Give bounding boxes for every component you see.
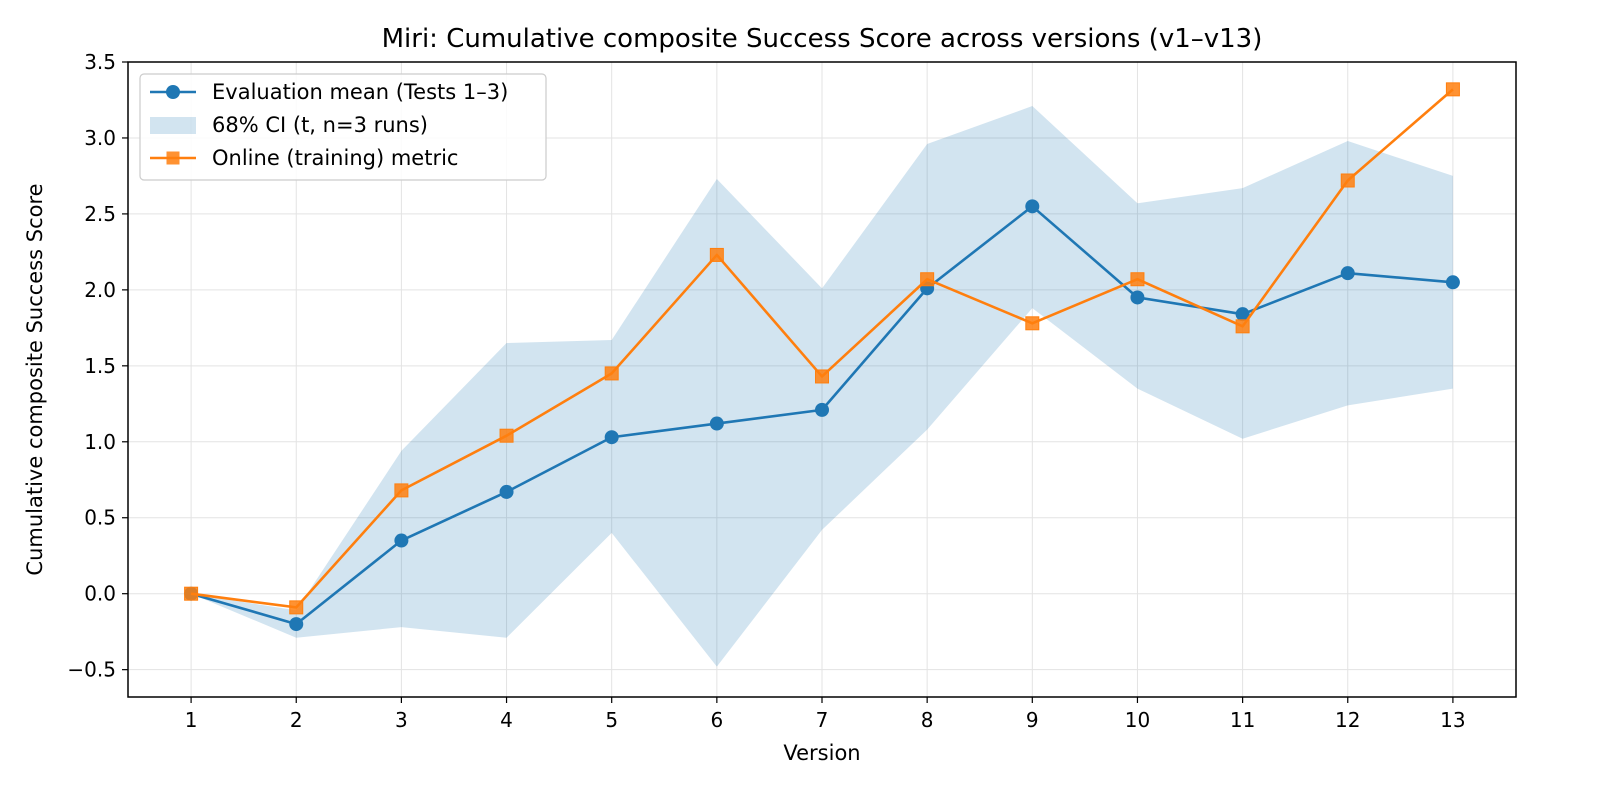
data-point-square	[289, 600, 304, 615]
data-point-circle	[1445, 275, 1460, 290]
data-point-circle	[1025, 199, 1040, 214]
series-online-metric	[184, 82, 1460, 615]
x-tick-label: 5	[605, 708, 618, 732]
legend-label: Online (training) metric	[212, 146, 458, 170]
data-point-square	[604, 366, 619, 381]
data-point-square	[1445, 82, 1460, 97]
data-point-circle	[1130, 290, 1145, 305]
data-point-circle	[499, 484, 514, 499]
y-axis-ticks: −0.5 0.0 0.5 1.0 1.5 2.0 2.5 3.0 3.5	[67, 50, 128, 682]
data-point-square	[815, 369, 829, 384]
y-tick-label: 0.5	[84, 506, 116, 530]
x-tick-label: 4	[500, 708, 513, 732]
x-tick-label: 3	[395, 708, 408, 732]
x-tick-label: 1	[185, 708, 198, 732]
series-layer	[184, 82, 1460, 632]
legend-marker-square	[166, 151, 180, 165]
y-tick-label: 0.0	[84, 582, 116, 606]
chart-title: Miri: Cumulative composite Success Score…	[382, 24, 1263, 54]
x-axis-label: Version	[783, 741, 860, 765]
data-point-square	[1235, 319, 1250, 334]
ci-band	[191, 106, 1453, 667]
data-point-square	[1340, 173, 1355, 188]
legend-label: Evaluation mean (Tests 1–3)	[212, 80, 508, 104]
x-tick-label: 7	[816, 708, 829, 732]
data-point-square	[1025, 316, 1040, 331]
data-point-circle	[394, 533, 409, 548]
legend-box	[139, 73, 547, 181]
legend: Evaluation mean (Tests 1–3) 68% CI (t, n=…	[139, 73, 547, 181]
ci-band-layer	[191, 106, 1453, 667]
data-point-square	[184, 586, 199, 601]
data-point-square	[499, 428, 514, 443]
data-point-circle	[815, 402, 829, 417]
x-tick-label: 10	[1125, 708, 1150, 732]
y-tick-label: 1.5	[84, 354, 116, 378]
y-tick-label: 2.0	[84, 278, 116, 302]
x-tick-label: 11	[1230, 708, 1255, 732]
x-tick-label: 13	[1440, 708, 1465, 732]
y-axis-label: Cumulative composite Success Score	[23, 183, 47, 575]
data-point-circle	[289, 617, 304, 632]
data-point-circle	[709, 416, 724, 431]
x-tick-label: 2	[290, 708, 303, 732]
data-point-square	[1130, 272, 1145, 287]
y-tick-label: 3.0	[84, 126, 116, 150]
legend-swatch-ci-band	[150, 117, 196, 134]
y-tick-label: 1.0	[84, 430, 116, 454]
y-tick-label: −0.5	[67, 658, 116, 682]
legend-label: 68% CI (t, n=3 runs)	[212, 113, 428, 137]
data-point-square	[920, 272, 935, 287]
y-tick-label: 3.5	[84, 50, 116, 74]
x-tick-label: 12	[1335, 708, 1360, 732]
legend-marker-circle	[166, 85, 180, 99]
data-point-square	[394, 483, 409, 498]
data-point-circle	[1340, 266, 1355, 281]
data-point-circle	[604, 430, 619, 445]
x-axis-ticks: 1 2 3 4 5 6 7 8 9 10 11 12 13	[185, 697, 1466, 732]
x-tick-label: 6	[710, 708, 723, 732]
x-tick-label: 8	[921, 708, 934, 732]
data-point-square	[709, 247, 724, 262]
x-tick-label: 9	[1026, 708, 1039, 732]
y-tick-label: 2.5	[84, 202, 116, 226]
data-point-circle	[1235, 307, 1250, 322]
